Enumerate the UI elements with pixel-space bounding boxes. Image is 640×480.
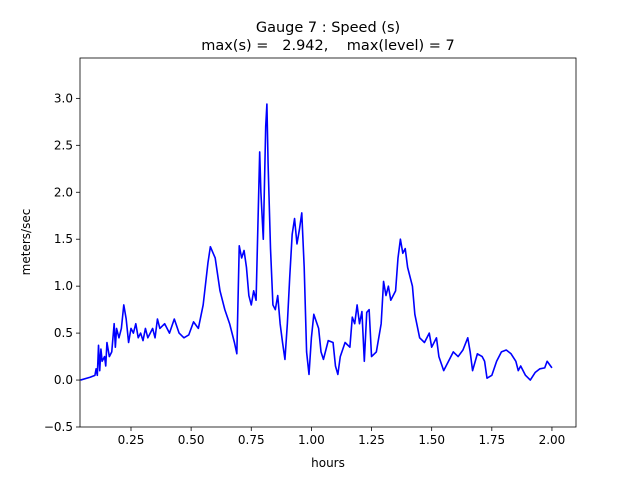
- x-tick-label: 0.75: [238, 433, 265, 447]
- x-tick-label: 1.50: [418, 433, 445, 447]
- chart-subtitle: max(s) = 2.942, max(level) = 7: [201, 38, 455, 54]
- data-line: [80, 103, 553, 381]
- x-tick-label: 2.00: [539, 433, 566, 447]
- x-tick-label: 1.00: [298, 433, 325, 447]
- y-tick-label: 2.5: [54, 138, 73, 152]
- x-tick-label: 0.25: [118, 433, 145, 447]
- axes-frame: [79, 57, 577, 428]
- y-tick-label: 2.0: [54, 185, 73, 199]
- y-tick-label: −0.5: [44, 420, 73, 434]
- y-tick-label: 0.0: [54, 373, 73, 387]
- chart-title: Gauge 7 : Speed (s): [256, 20, 400, 36]
- y-tick-label: 3.0: [54, 91, 73, 105]
- y-tick-label: 1.0: [54, 279, 73, 293]
- x-tick-label: 0.50: [178, 433, 205, 447]
- y-tick-label: 0.5: [54, 326, 73, 340]
- plot-area: [80, 103, 553, 381]
- y-axis-label: meters/sec: [19, 209, 33, 276]
- y-tick-label: 1.5: [54, 232, 73, 246]
- x-axis-label: hours: [311, 456, 345, 470]
- x-tick-label: 1.25: [358, 433, 385, 447]
- x-tick-label: 1.75: [478, 433, 505, 447]
